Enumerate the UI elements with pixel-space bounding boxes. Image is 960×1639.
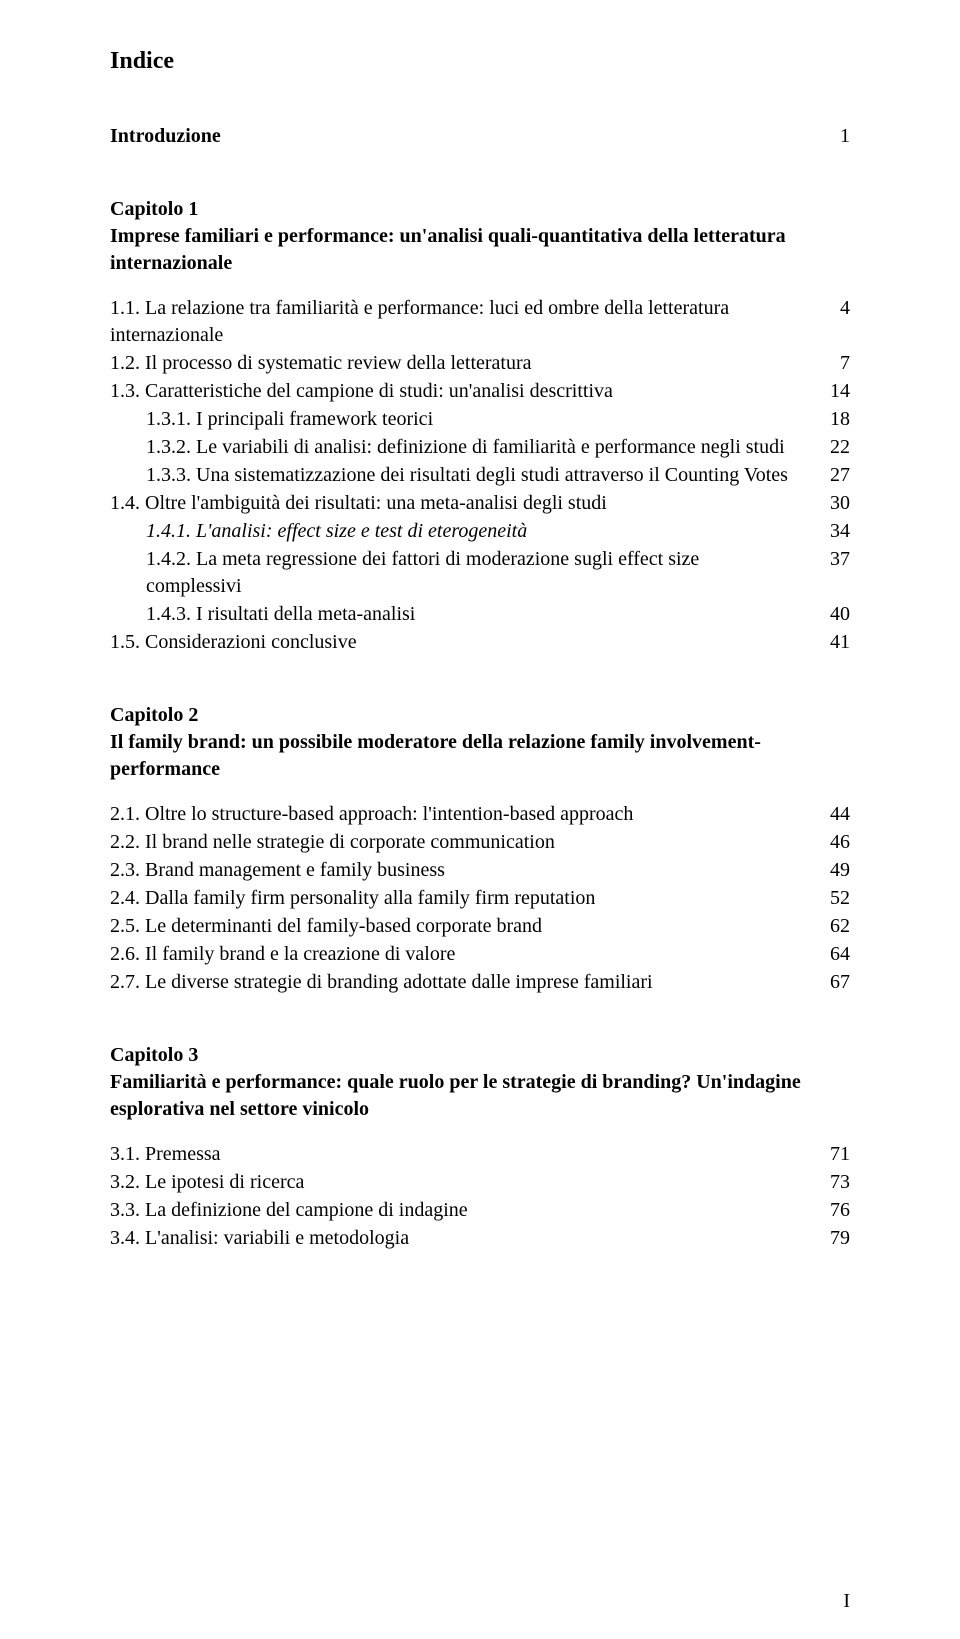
toc-indent [110, 601, 146, 628]
toc-page-number: 76 [810, 1197, 850, 1224]
toc-label: 3.1. Premessa [110, 1141, 810, 1168]
chapter-block: Capitolo 1Imprese familiari e performanc… [110, 196, 850, 656]
toc-label: 1.5. Considerazioni conclusive [110, 629, 810, 656]
chapter-heading: Capitolo 1Imprese familiari e performanc… [110, 196, 850, 277]
toc-entry: 1.3.2. Le variabili di analisi: definizi… [110, 434, 850, 461]
document-page: Indice Introduzione 1 Capitolo 1Imprese … [0, 0, 960, 1639]
toc-label: 3.3. La definizione del campione di inda… [110, 1197, 810, 1224]
toc-page-number: 49 [810, 857, 850, 884]
toc-page-number: 22 [810, 434, 850, 461]
toc-label: 1.3.1. I principali framework teorici [146, 406, 810, 433]
intro-label: Introduzione [110, 123, 221, 150]
toc-page-number: 52 [810, 885, 850, 912]
chapter-heading-line: Il family brand: un possibile moderatore… [110, 729, 850, 783]
toc-indent [110, 462, 146, 489]
toc-entry: 3.1. Premessa71 [110, 1141, 850, 1168]
toc-entry: 2.1. Oltre lo structure-based approach: … [110, 801, 850, 828]
toc-page-number: 4 [810, 295, 850, 349]
toc-label: 3.4. L'analisi: variabili e metodologia [110, 1225, 810, 1252]
toc-entry: 1.4.1. L'analisi: effect size e test di … [110, 518, 850, 545]
toc-entry: 1.2. Il processo di systematic review de… [110, 350, 850, 377]
toc-page-number: 27 [810, 462, 850, 489]
toc-entry: 1.4. Oltre l'ambiguità dei risultati: un… [110, 490, 850, 517]
toc-entry: 3.3. La definizione del campione di inda… [110, 1197, 850, 1224]
footer-page-number: I [843, 1590, 850, 1613]
toc-label: 1.2. Il processo di systematic review de… [110, 350, 810, 377]
toc-page-number: 40 [810, 601, 850, 628]
toc-label: 1.1. La relazione tra familiarità e perf… [110, 295, 810, 349]
toc-label: 1.3. Caratteristiche del campione di stu… [110, 378, 810, 405]
toc-page-number: 67 [810, 969, 850, 996]
toc-entry: 1.5. Considerazioni conclusive41 [110, 629, 850, 656]
chapter-heading: Capitolo 3Familiarità e performance: qua… [110, 1042, 850, 1123]
chapter-heading-line: Capitolo 1 [110, 196, 850, 223]
toc-entry: 2.7. Le diverse strategie di branding ad… [110, 969, 850, 996]
toc-label: 1.4.2. La meta regressione dei fattori d… [146, 546, 810, 600]
toc-indent [110, 406, 146, 433]
chapter-heading-line: Capitolo 3 [110, 1042, 850, 1069]
toc-page-number: 41 [810, 629, 850, 656]
document-title: Indice [110, 48, 850, 75]
intro-page: 1 [810, 125, 850, 148]
toc-entry: 1.3. Caratteristiche del campione di stu… [110, 378, 850, 405]
toc-page-number: 14 [810, 378, 850, 405]
toc-entry: 2.6. Il family brand e la creazione di v… [110, 941, 850, 968]
toc-entry: 2.5. Le determinanti del family-based co… [110, 913, 850, 940]
toc-label: 2.4. Dalla family firm personality alla … [110, 885, 810, 912]
toc-page-number: 46 [810, 829, 850, 856]
toc-page-number: 34 [810, 518, 850, 545]
toc-label: 1.3.3. Una sistematizzazione dei risulta… [146, 462, 810, 489]
toc-entry: 2.3. Brand management e family business4… [110, 857, 850, 884]
toc-label: 1.4.1. L'analisi: effect size e test di … [146, 518, 810, 545]
toc-entry: 2.2. Il brand nelle strategie di corpora… [110, 829, 850, 856]
chapter-heading-line: Capitolo 2 [110, 702, 850, 729]
chapter-block: Capitolo 3Familiarità e performance: qua… [110, 1042, 850, 1252]
toc-page-number: 44 [810, 801, 850, 828]
toc-label: 2.1. Oltre lo structure-based approach: … [110, 801, 810, 828]
toc-page-number: 30 [810, 490, 850, 517]
toc-page-number: 79 [810, 1225, 850, 1252]
toc-page-number: 18 [810, 406, 850, 433]
toc-label: 3.2. Le ipotesi di ricerca [110, 1169, 810, 1196]
chapter-heading-line: Familiarità e performance: quale ruolo p… [110, 1069, 850, 1123]
toc-label: 2.6. Il family brand e la creazione di v… [110, 941, 810, 968]
toc-label: 2.7. Le diverse strategie di branding ad… [110, 969, 810, 996]
toc-page-number: 37 [810, 546, 850, 600]
toc-label: 2.3. Brand management e family business [110, 857, 810, 884]
toc-indent [110, 546, 146, 600]
toc-entry: 3.2. Le ipotesi di ricerca73 [110, 1169, 850, 1196]
chapters-container: Capitolo 1Imprese familiari e performanc… [110, 196, 850, 1252]
toc-label: 1.4.3. I risultati della meta-analisi [146, 601, 810, 628]
toc-label: 1.3.2. Le variabili di analisi: definizi… [146, 434, 810, 461]
toc-page-number: 73 [810, 1169, 850, 1196]
intro-row: Introduzione 1 [110, 123, 850, 150]
toc-entry: 2.4. Dalla family firm personality alla … [110, 885, 850, 912]
toc-entry: 1.4.3. I risultati della meta-analisi40 [110, 601, 850, 628]
toc-page-number: 64 [810, 941, 850, 968]
toc-label: 2.2. Il brand nelle strategie di corpora… [110, 829, 810, 856]
toc-entry: 1.3.3. Una sistematizzazione dei risulta… [110, 462, 850, 489]
toc-page-number: 7 [810, 350, 850, 377]
toc-indent [110, 518, 146, 545]
toc-page-number: 71 [810, 1141, 850, 1168]
toc-label: 2.5. Le determinanti del family-based co… [110, 913, 810, 940]
toc-indent [110, 434, 146, 461]
toc-entry: 1.3.1. I principali framework teorici18 [110, 406, 850, 433]
toc-entry: 1.1. La relazione tra familiarità e perf… [110, 295, 850, 349]
chapter-heading: Capitolo 2Il family brand: un possibile … [110, 702, 850, 783]
intro-block: Introduzione 1 [110, 123, 850, 150]
toc-entry: 1.4.2. La meta regressione dei fattori d… [110, 546, 850, 600]
chapter-block: Capitolo 2Il family brand: un possibile … [110, 702, 850, 996]
chapter-heading-line: Imprese familiari e performance: un'anal… [110, 223, 850, 277]
toc-page-number: 62 [810, 913, 850, 940]
toc-label: 1.4. Oltre l'ambiguità dei risultati: un… [110, 490, 810, 517]
toc-entry: 3.4. L'analisi: variabili e metodologia7… [110, 1225, 850, 1252]
